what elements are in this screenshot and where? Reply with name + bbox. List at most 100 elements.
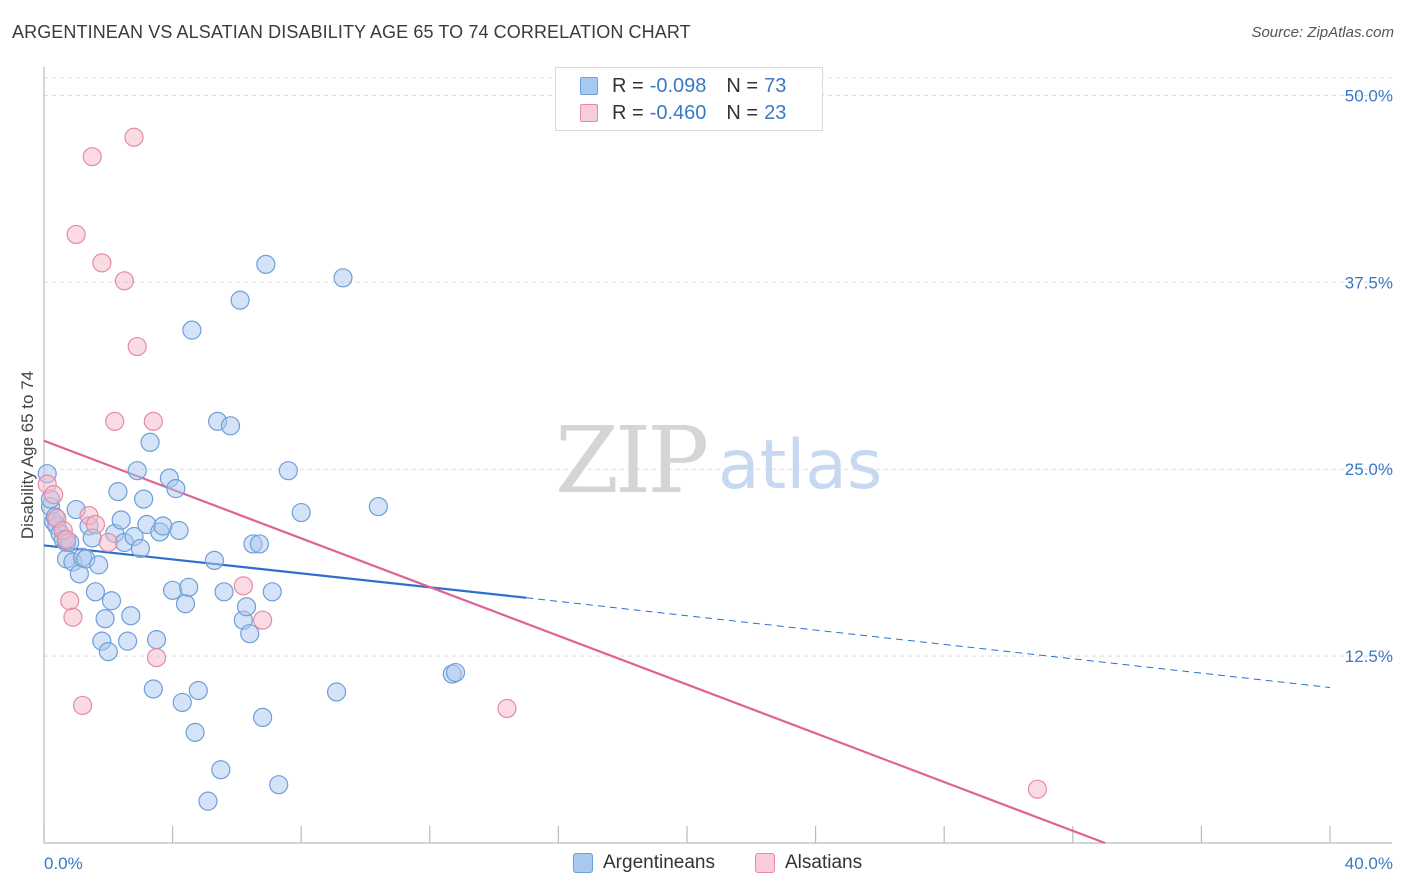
- watermark-zip: ZIP: [555, 407, 706, 514]
- legend-n-value: 73: [764, 74, 787, 97]
- argentineans-point: [89, 555, 109, 575]
- argentineans-point: [117, 631, 138, 651]
- alsatians-point: [63, 607, 83, 627]
- argentineans-point: [220, 416, 241, 436]
- argentineans-point: [326, 682, 347, 702]
- argentineans-point: [121, 606, 141, 626]
- bottom-legend-alsatians[interactable]: Alsatians: [755, 852, 862, 874]
- alsatians-trend-line: [43, 439, 1106, 845]
- alsatians-point: [146, 647, 167, 668]
- argentineans-point: [172, 692, 192, 713]
- argentineans-point: [95, 609, 115, 629]
- axes: [43, 67, 1392, 844]
- alsatians-point: [127, 336, 147, 357]
- argentineans-point: [236, 597, 257, 617]
- legend-n-label: N =: [726, 101, 759, 124]
- alsatians-point: [72, 695, 93, 716]
- argentineans-point: [182, 320, 202, 340]
- argentineans-point: [169, 520, 189, 541]
- legend-r-value: -0.098: [649, 74, 707, 97]
- argentineans-point: [127, 461, 147, 481]
- y-tick-label: 50.0%: [1345, 86, 1393, 105]
- alsatians-point: [92, 253, 112, 273]
- argentineans-trend-line: [43, 544, 527, 599]
- argentineans-point: [163, 580, 183, 600]
- alsatians-point: [253, 610, 273, 630]
- argentineans-point: [134, 489, 154, 509]
- argentineans-point: [198, 791, 218, 811]
- y-axis-label: Disability Age 65 to 74: [18, 371, 37, 539]
- argentineans-point: [368, 496, 388, 517]
- trend-lines: [43, 439, 1331, 845]
- argentineans-point: [98, 642, 118, 662]
- argentineans-point: [143, 679, 163, 699]
- legend-row-argentineans: R = -0.098 N = 73: [580, 74, 806, 98]
- legend-r-label: R =: [612, 74, 644, 97]
- argentineans-point: [230, 290, 250, 310]
- alsatians-point: [114, 271, 134, 291]
- alsatians-point: [124, 127, 144, 147]
- grid-lines: [44, 77, 1392, 657]
- legend-row-alsatians: R = -0.460 N = 23: [580, 101, 806, 125]
- y-tick-label: 37.5%: [1345, 273, 1393, 292]
- argentineans-point: [269, 775, 289, 795]
- argentineans-point: [291, 502, 311, 523]
- legend-r-value: -0.460: [649, 101, 707, 124]
- x-tick-labels: 0.0% 40.0%: [44, 854, 1393, 873]
- alsatians-point: [98, 532, 118, 553]
- argentineans-point: [85, 582, 106, 602]
- watermark: ZIP atlas: [555, 407, 882, 514]
- watermark-atlas: atlas: [718, 426, 882, 505]
- legend-n-label: N =: [726, 74, 759, 97]
- y-tick-label: 12.5%: [1345, 647, 1393, 666]
- bottom-legend-argentineans[interactable]: Argentineans: [573, 852, 715, 874]
- alsatians-point: [105, 411, 125, 431]
- bottom-legend-swatch-pink: [755, 853, 775, 873]
- stats-legend: R = -0.098 N = 73 R = -0.460 N = 23: [555, 67, 823, 131]
- argentineans-point: [211, 760, 231, 780]
- alsatians-point: [82, 147, 102, 167]
- argentineans-point: [175, 594, 196, 614]
- argentineans-point: [253, 707, 273, 728]
- argentineans-point: [185, 722, 205, 742]
- argentineans-point: [249, 534, 270, 554]
- argentineans-point: [153, 516, 173, 536]
- argentineans-point: [256, 254, 276, 274]
- alsatians-points: [37, 127, 1048, 799]
- argentineans-point: [214, 582, 234, 602]
- argentineans-point: [333, 268, 353, 288]
- argentineans-point: [140, 432, 160, 452]
- chart-title: ARGENTINEAN VS ALSATIAN DISABILITY AGE 6…: [12, 22, 691, 42]
- x-tick-label: 0.0%: [44, 854, 83, 873]
- bottom-legend-swatch-blue: [573, 853, 593, 873]
- alsatians-point: [60, 591, 80, 611]
- argentineans-point: [130, 538, 151, 559]
- alsatians-point: [44, 485, 64, 505]
- legend-n-value: 23: [764, 101, 787, 124]
- x-tick-label: 40.0%: [1345, 854, 1393, 873]
- argentineans-trend-extension: [526, 597, 1331, 688]
- argentineans-point: [445, 662, 466, 683]
- y-tick-label: 25.0%: [1345, 460, 1393, 479]
- argentineans-point: [278, 461, 298, 481]
- legend-swatch-pink: [580, 104, 598, 122]
- alsatians-point: [233, 576, 253, 596]
- alsatians-point: [56, 529, 77, 550]
- argentineans-point: [204, 550, 224, 571]
- bottom-legend-label: Alsatians: [785, 852, 863, 873]
- argentineans-point: [262, 582, 282, 602]
- alsatians-point: [85, 514, 106, 535]
- alsatians-point: [66, 224, 86, 245]
- argentineans-point: [179, 577, 199, 597]
- legend-swatch-blue: [580, 77, 598, 95]
- alsatians-point: [1027, 779, 1048, 799]
- argentineans-point: [188, 680, 208, 701]
- argentineans-point: [111, 510, 131, 530]
- source-label: Source: ZipAtlas.com: [1251, 24, 1394, 41]
- bottom-legend-label: Argentineans: [603, 852, 715, 873]
- alsatians-point: [143, 411, 163, 431]
- argentineans-point: [146, 630, 167, 650]
- argentineans-points: [37, 254, 466, 811]
- argentineans-point: [240, 624, 260, 644]
